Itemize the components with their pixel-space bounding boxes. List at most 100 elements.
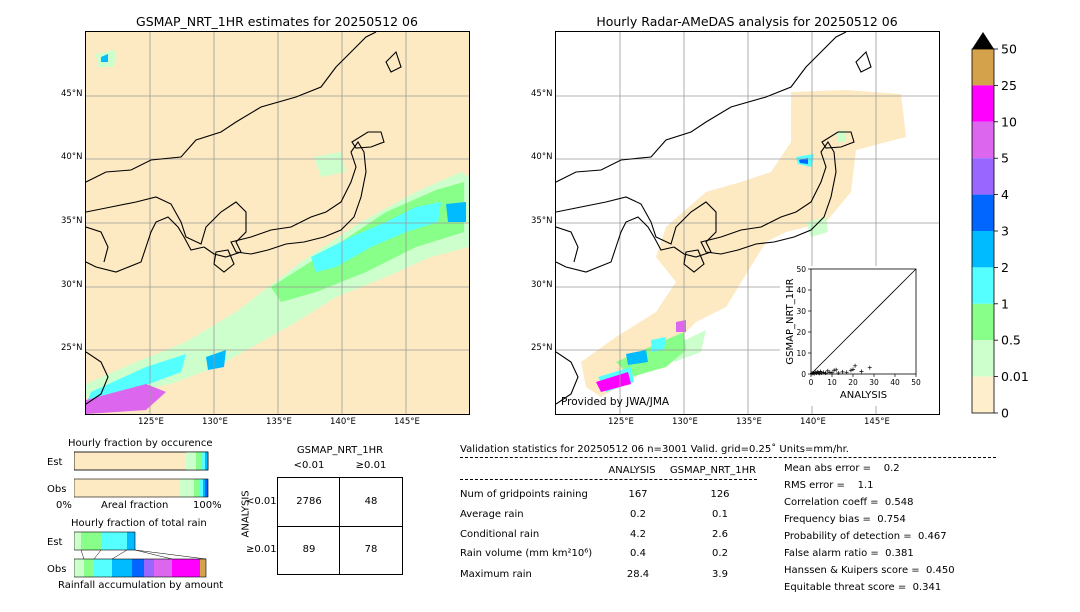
right-map: 0 0 10 10 20 20 30 30 40 40 50 50 ANALYSIS GSMAP_NRT_… bbox=[555, 31, 940, 415]
scatter-point bbox=[848, 368, 853, 373]
scatter-point bbox=[859, 369, 864, 374]
lon-label: 125°E bbox=[138, 417, 164, 427]
scatter-plot-area: 00 10 10 20 20 30 30 40 40 50 50 ANALYSIS GSMAP_NRT_… bbox=[785, 266, 921, 401]
stats-divider bbox=[460, 457, 996, 458]
scatter-point bbox=[867, 365, 872, 370]
colorbar-tick-label: 5 bbox=[1001, 151, 1009, 166]
scatter-point bbox=[834, 367, 839, 372]
stats-row-analysis: 167 bbox=[628, 489, 648, 500]
stats-row-analysis: 0.4 bbox=[630, 548, 646, 559]
stats-row-gsmap: 126 bbox=[710, 489, 730, 500]
scatter-point bbox=[823, 371, 828, 376]
colorbar-segment bbox=[972, 158, 994, 195]
contingency-row-header: ≥0.01 bbox=[246, 544, 277, 555]
occurrence-x-min: 0% bbox=[56, 500, 72, 511]
colorbar-segment bbox=[972, 231, 994, 268]
scatter-y-tick-label: 40 bbox=[796, 286, 806, 295]
scatter-point bbox=[836, 370, 841, 375]
scatter-y-tick-label: 10 bbox=[796, 349, 806, 358]
lon-label: 135°E bbox=[266, 417, 292, 427]
scatter-diagonal bbox=[810, 268, 917, 375]
scatter-point bbox=[832, 368, 837, 373]
stats-col-gsmap: GSMAP_NRT_1HR bbox=[669, 465, 757, 476]
colorbar-segment bbox=[972, 194, 994, 231]
stats-col-analysis: ANALYSIS bbox=[608, 465, 656, 476]
colorbar: 50 25 10 5 4 3 2 1 0.5 0.01 0 bbox=[971, 32, 1029, 421]
lat-label: 35°N bbox=[61, 216, 83, 226]
left-rain-field bbox=[86, 50, 469, 414]
left-map-canvas bbox=[86, 32, 469, 414]
scatter-y-tick-label: 0 bbox=[801, 370, 806, 379]
score-line: RMS error = 1.1 bbox=[784, 480, 874, 491]
lon-label: 145°E bbox=[864, 417, 890, 427]
stats-row-analysis: 4.2 bbox=[630, 529, 646, 540]
lat-label: 45°N bbox=[531, 89, 553, 99]
scatter-x-tick-label: 30 bbox=[869, 378, 879, 387]
total-rain-connectors bbox=[80, 549, 207, 560]
scatter-y-tick-label: 50 bbox=[796, 266, 806, 274]
colorbar-labels: 50 25 10 5 4 3 2 1 0.5 0.01 0 bbox=[994, 42, 1029, 421]
lon-label: 130°E bbox=[672, 417, 698, 427]
total-rain-obs-bar bbox=[74, 558, 207, 578]
scatter-inset: 00 10 10 20 20 30 30 40 40 50 50 ANALYSIS GSMAP_NRT_… bbox=[780, 266, 939, 406]
colorbar-segment bbox=[972, 340, 994, 377]
colorbar-tick-label: 0 bbox=[1001, 406, 1009, 421]
occurrence-x-max: 100% bbox=[193, 500, 222, 511]
colorbar-tick-label: 50 bbox=[1001, 42, 1017, 57]
left-map-title: GSMAP_NRT_1HR estimates for 20250512 06 bbox=[136, 14, 418, 29]
scatter-point bbox=[853, 363, 858, 368]
total-rain-est-label: Est bbox=[47, 537, 63, 548]
lon-label: 140°E bbox=[800, 417, 826, 427]
lat-label: 25°N bbox=[531, 343, 553, 353]
colorbar-tick-label: 4 bbox=[1001, 187, 1009, 202]
scatter-point bbox=[840, 369, 845, 374]
scatter-y-tick-label: 30 bbox=[796, 307, 806, 316]
colorbar-segment bbox=[972, 121, 994, 159]
right-map-title: Hourly Radar-AMeDAS analysis for 2025051… bbox=[596, 14, 898, 29]
stats-row-label: Rain volume (mm km²10⁶) bbox=[460, 548, 593, 559]
scatter-x-tick-label: 0 bbox=[809, 378, 814, 387]
colorbar-tick-label: 10 bbox=[1001, 114, 1017, 129]
colorbar-extend-arrow bbox=[972, 32, 994, 49]
scatter-point bbox=[821, 370, 826, 375]
colorbar-tick-label: 3 bbox=[1001, 224, 1009, 239]
contingency-col-header: <0.01 bbox=[293, 460, 325, 471]
colorbar-segment bbox=[972, 267, 994, 304]
lon-label: 125°E bbox=[608, 417, 634, 427]
scatter-y-tick-label: 20 bbox=[796, 328, 806, 337]
lat-label: 30°N bbox=[531, 280, 553, 290]
stats-row-gsmap: 0.2 bbox=[712, 548, 728, 559]
lon-label: 140°E bbox=[330, 417, 356, 427]
stats-row-analysis: 0.2 bbox=[630, 509, 646, 520]
contingency-cell: 48 bbox=[364, 496, 378, 507]
total-rain-obs-label: Obs bbox=[47, 564, 67, 575]
stats-row-label: Num of gridpoints raining bbox=[460, 489, 588, 500]
scatter-x-tick-label: 20 bbox=[848, 378, 858, 387]
contingency-row-header: <0.01 bbox=[246, 496, 277, 507]
scatter-point bbox=[844, 370, 849, 375]
scatter-frame bbox=[810, 268, 917, 375]
stats-row-label: Maximum rain bbox=[460, 569, 532, 580]
colorbar-tick-label: 25 bbox=[1001, 78, 1017, 93]
total-rain-bars bbox=[74, 531, 207, 578]
score-line: Frequency bias = 0.754 bbox=[784, 514, 906, 525]
scatter-point bbox=[851, 367, 855, 372]
colorbar-segment bbox=[972, 49, 994, 86]
lat-label: 30°N bbox=[61, 280, 83, 290]
colorbar-tick-label: 1 bbox=[1001, 296, 1009, 311]
lat-label: 35°N bbox=[531, 216, 553, 226]
lat-label: 40°N bbox=[61, 152, 83, 162]
provider-credit: Provided by JWA/JMA bbox=[561, 396, 670, 408]
total-rain-est-bar bbox=[74, 531, 136, 551]
score-line: Correlation coeff = 0.548 bbox=[784, 497, 914, 508]
colorbar-segment bbox=[972, 303, 994, 341]
contingency-cell: 78 bbox=[364, 544, 378, 555]
score-line: Probability of detection = 0.467 bbox=[784, 531, 947, 542]
score-line: Hanssen & Kuipers score = 0.450 bbox=[784, 565, 955, 576]
occurrence-est-label: Est bbox=[47, 457, 63, 468]
contingency-col-header: ≥0.01 bbox=[355, 460, 387, 471]
right-rain-field bbox=[581, 90, 906, 397]
stats-header: Validation statistics for 20250512 06 n=… bbox=[460, 444, 849, 455]
colorbar-tick-label: 2 bbox=[1001, 260, 1009, 275]
colorbar-tick-label: 0.5 bbox=[1001, 333, 1021, 348]
